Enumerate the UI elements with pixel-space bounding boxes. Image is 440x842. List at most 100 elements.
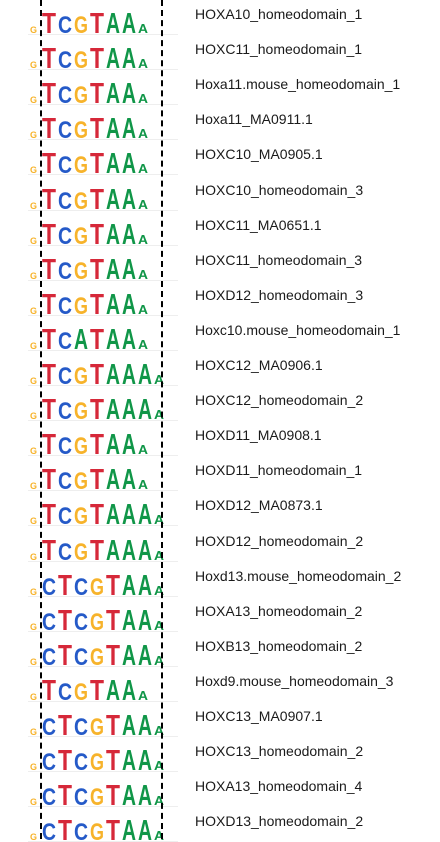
logo-letter: C [58, 223, 72, 246]
logo-letter: A [106, 675, 120, 702]
logo-letter: T [106, 640, 120, 667]
motif-label: HOXC11_homeodomain_1 [195, 41, 363, 58]
logo-letter: A [106, 535, 120, 562]
logo-letter: G [74, 503, 88, 526]
logo-letter-minor: G [30, 411, 37, 421]
logo-letter: C [58, 258, 72, 281]
sequence-logo: TG C G T A A A [28, 43, 178, 70]
motif-row: T G C G T A A A HOXD12_homeodomain_3 [0, 281, 440, 316]
logo-letter: A [138, 126, 148, 140]
sequence-logo: CG T C G T A A A [28, 780, 178, 807]
logo-letter: A [138, 745, 152, 772]
motif-row: T G C G T A A A A HOXD12_MA0873.1 [0, 491, 440, 526]
logo-letter: A [122, 324, 136, 351]
sequence-logo: CG T C G T A A A [28, 570, 178, 597]
logo-letter: T [90, 464, 104, 491]
sequence-logo: TG C G T A A A [28, 254, 178, 281]
logo-letter: T [42, 184, 56, 211]
logo-letter: A [106, 429, 120, 456]
logo-letter: T [106, 605, 120, 632]
sequence-logo: CG T C G T A A A [28, 745, 178, 772]
motif-label: HOXC11_homeodomain_3 [195, 251, 363, 268]
logo-letter: G [74, 12, 88, 35]
logo-letter: A [138, 780, 152, 807]
sequence-logo: TG C G T A A A [28, 8, 178, 35]
logo-letter: A [106, 254, 120, 281]
logo-letter: T [90, 324, 104, 351]
logo-letter: C [58, 468, 72, 491]
core-right-boundary-line [161, 0, 163, 839]
logo-letter: C [74, 574, 88, 597]
logo-letter: T [90, 219, 104, 246]
logo-letter-minor: G [30, 201, 37, 211]
logo-letter: C [58, 152, 72, 175]
logo-letter-minor: G [30, 727, 37, 737]
logo-letter-minor: G [30, 481, 37, 491]
logo-letter: C [58, 328, 72, 351]
sequence-logo: TG C G T A A A [28, 219, 178, 246]
logo-letter: A [154, 828, 164, 842]
sequence-logo: TG C G T A A A A [28, 499, 178, 526]
logo-letter: A [154, 583, 164, 597]
logo-letter: C [58, 188, 72, 211]
logo-letter: T [42, 499, 56, 526]
logo-letter: A [122, 289, 136, 316]
motif-row: T G C G T A A A HOXA10_homeodomain_1 [0, 0, 440, 35]
logo-letter: A [138, 710, 152, 737]
motif-label: HOXD12_homeodomain_3 [195, 286, 364, 303]
logo-letter: T [42, 219, 56, 246]
motif-label: Hoxc10.mouse_homeodomain_1 [195, 321, 401, 338]
logo-letter: A [122, 535, 136, 562]
logo-letter: A [106, 219, 120, 246]
logo-letter: A [154, 548, 164, 562]
logo-letter: A [138, 56, 148, 70]
logo-letter: C [74, 749, 88, 772]
logo-letter: G [74, 47, 88, 70]
logo-letter: G [74, 258, 88, 281]
logo-letter: A [154, 372, 164, 386]
logo-letter: C [74, 714, 88, 737]
logo-letter: A [138, 605, 152, 632]
logo-letter: T [42, 535, 56, 562]
motif-row: T G C G T A A A A HOXC12_homeodomain_2 [0, 386, 440, 421]
logo-letter-minor: G [30, 60, 37, 70]
logo-letter: A [138, 815, 152, 842]
logo-letter: A [138, 21, 148, 35]
motif-row: C G T C G T A A A HOXA13_homeodomain_4 [0, 772, 440, 807]
motif-row: T G C G T A A A A HOXC12_MA0906.1 [0, 351, 440, 386]
logo-letter: G [74, 152, 88, 175]
logo-letter: A [106, 359, 120, 386]
logo-letter: C [58, 433, 72, 456]
logo-letter: A [122, 570, 136, 597]
logo-letter-minor: G [30, 306, 37, 316]
logo-letter: A [138, 197, 148, 211]
logo-letter: A [106, 8, 120, 35]
logo-letter: C [42, 609, 56, 632]
motif-label: HOXD11_MA0908.1 [195, 427, 322, 444]
sequence-logo: CG T C G T A A A [28, 710, 178, 737]
logo-letter: T [42, 78, 56, 105]
motif-label: HOXA10_homeodomain_1 [195, 6, 363, 22]
motif-row: T G C G T A A A HOXC11_MA0651.1 [0, 211, 440, 246]
logo-letter-minor: G [30, 376, 37, 386]
logo-letter: T [106, 780, 120, 807]
logo-letter: A [138, 499, 152, 526]
motif-label: HOXC12_MA0906.1 [195, 357, 323, 373]
logo-letter-minor: G [30, 130, 37, 140]
motif-label: HOXC11_MA0651.1 [195, 216, 322, 233]
logo-letter: G [74, 223, 88, 246]
sequence-logo: TG C G T A A A [28, 148, 178, 175]
logo-letter: C [74, 784, 88, 807]
logo-letter: C [42, 784, 56, 807]
logo-letter: A [138, 477, 148, 491]
logo-letter: A [154, 793, 164, 807]
sequence-logo: TG C A T A A A [28, 324, 178, 351]
logo-letter: G [90, 609, 104, 632]
logo-letter: T [42, 324, 56, 351]
logo-letter: A [106, 289, 120, 316]
logo-letter: A [106, 184, 120, 211]
motif-row: C G T C G T A A A Hoxd13.mouse_homeodomain_2 [0, 562, 440, 597]
logo-letter: T [58, 640, 72, 667]
logo-letter: A [138, 302, 148, 316]
